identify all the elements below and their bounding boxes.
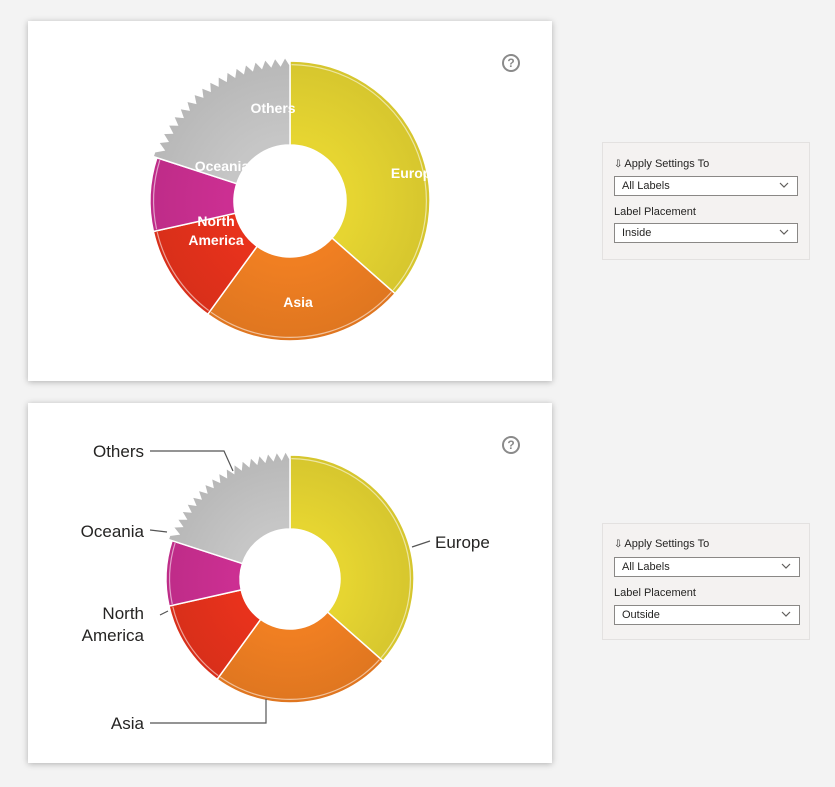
leader-line	[411, 540, 431, 548]
slice-label: America	[188, 232, 243, 248]
chevron-down-icon	[781, 563, 791, 569]
help-icon[interactable]: ?	[502, 436, 520, 454]
apply-settings-label: ⇩ Apply Settings To	[614, 538, 710, 550]
leader-line	[150, 699, 267, 724]
slice-label: America	[82, 626, 145, 645]
donut-chart-outside: Europe Asia North America Oceania Others	[81, 442, 490, 733]
slice-label: Others	[93, 442, 144, 461]
slice-highlight	[153, 160, 161, 230]
slice-label: Asia	[111, 714, 145, 733]
chevron-down-icon	[779, 229, 789, 235]
help-icon[interactable]: ?	[502, 54, 520, 72]
label-settings-panel: ⇩ Apply Settings To All Labels Label Plac…	[602, 142, 810, 260]
slice-label: Europe	[435, 533, 490, 552]
apply-settings-dropdown[interactable]: All Labels	[614, 557, 800, 577]
label-placement-label: Label Placement	[614, 206, 696, 218]
download-arrow-icon: ⇩	[614, 159, 623, 170]
leader-line	[149, 529, 168, 533]
slice-asia[interactable]	[216, 611, 385, 704]
slice-europe[interactable]	[289, 454, 415, 663]
slice-highlight	[168, 542, 176, 605]
slice-label: North	[197, 213, 234, 229]
slice-label: Oceania	[195, 158, 250, 174]
donut-chart-inside: Europe Asia North America Oceania Others	[149, 55, 439, 342]
chevron-down-icon	[779, 182, 789, 188]
label-placement-dropdown[interactable]: Inside	[614, 223, 798, 243]
slice-others[interactable]	[152, 55, 291, 185]
leader-line	[150, 450, 234, 472]
download-arrow-icon: ⇩	[614, 539, 623, 550]
apply-settings-dropdown[interactable]: All Labels	[614, 176, 798, 196]
chevron-down-icon	[781, 611, 791, 617]
slice-label: Oceania	[81, 522, 145, 541]
leader-line	[159, 610, 169, 616]
apply-settings-label: ⇩ Apply Settings To	[614, 158, 710, 170]
slice-label: Europe	[391, 165, 439, 181]
label-settings-panel: ⇩ Apply Settings To All Labels Label Plac…	[602, 523, 810, 640]
slice-asia[interactable]	[206, 236, 397, 342]
slice-europe[interactable]	[289, 60, 431, 295]
chart-card-outside: Europe Asia North America Oceania Others ?	[28, 403, 552, 763]
slice-label: Others	[250, 100, 295, 116]
slice-label: North	[102, 604, 144, 623]
slice-others[interactable]	[167, 449, 291, 565]
label-placement-dropdown[interactable]: Outside	[614, 605, 800, 625]
chart-card-inside: Europe Asia North America Oceania Others ?	[28, 21, 552, 381]
label-placement-label: Label Placement	[614, 587, 696, 599]
slice-label: Asia	[283, 294, 313, 310]
